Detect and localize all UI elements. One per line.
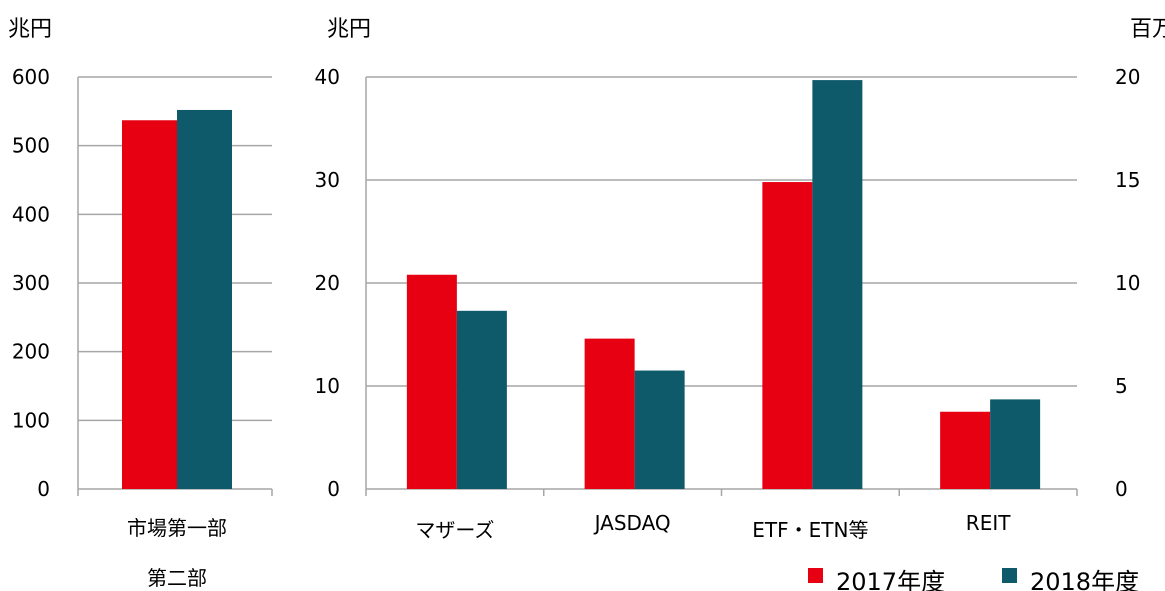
right-y-tick-label: 15 xyxy=(1115,168,1140,192)
category-label: マザーズ xyxy=(415,518,494,542)
left-y-tick-label: 100 xyxy=(12,408,50,432)
right-y-tick-label: 5 xyxy=(1115,374,1128,398)
panel-right: 兆円 百万 0 10 20 30 40 0 5 10 15 20 マザーズ JASDAQ ETF・E… xyxy=(315,17,1165,542)
right-y-tick-label: 20 xyxy=(1115,65,1140,89)
bar-dai1-2017 xyxy=(122,120,177,489)
category-label-dai2: 第二部 xyxy=(147,566,207,590)
right-y-tick-label: 0 xyxy=(1115,477,1128,501)
left-y-tick-label: 500 xyxy=(12,134,50,158)
right-y-tick-label: 10 xyxy=(1115,271,1140,295)
left-y-tick-label: 300 xyxy=(12,271,50,295)
legend-swatch-2017 xyxy=(808,568,823,583)
right-unit-label: 百万 xyxy=(1130,17,1165,42)
category-label: ETF・ETN等 xyxy=(752,518,868,542)
bar-3-2017 xyxy=(940,411,991,489)
middle-y-tick-label: 20 xyxy=(315,271,340,295)
bar-dai1-2018 xyxy=(177,109,232,490)
left-y-tick-label: 200 xyxy=(12,340,50,364)
legend: 2017年度 2018年度 xyxy=(808,568,1139,591)
middle-y-tick-label: 30 xyxy=(315,168,340,192)
panel-left: 兆円 0 100 200 300 400 500 600 市場第一部 第二部 xyxy=(8,17,273,590)
middle-y-tick-label: 40 xyxy=(315,65,340,89)
legend-swatch-2018 xyxy=(1002,568,1017,583)
bar-1-2018 xyxy=(634,370,685,489)
middle-unit-label: 兆円 xyxy=(327,17,371,42)
legend-label-2018: 2018年度 xyxy=(1030,568,1139,591)
left-y-tick-label: 0 xyxy=(37,477,50,501)
bar-1-2017 xyxy=(584,338,635,489)
bar-3-2018 xyxy=(990,399,1041,489)
left-y-tick-label: 600 xyxy=(12,65,50,89)
category-label-dai1: 市場第一部 xyxy=(127,516,227,540)
bar-0-2017 xyxy=(406,274,457,489)
left-unit-label: 兆円 xyxy=(8,17,52,42)
category-label: REIT xyxy=(966,511,1011,535)
category-label: JASDAQ xyxy=(593,511,671,535)
bar-2-2017 xyxy=(762,182,813,489)
bar-0-2018 xyxy=(456,310,507,489)
bar-2-2018 xyxy=(812,80,863,489)
legend-label-2017: 2017年度 xyxy=(836,568,945,591)
middle-y-tick-label: 10 xyxy=(315,374,340,398)
middle-y-tick-label: 0 xyxy=(327,477,340,501)
left-y-tick-label: 400 xyxy=(12,202,50,226)
